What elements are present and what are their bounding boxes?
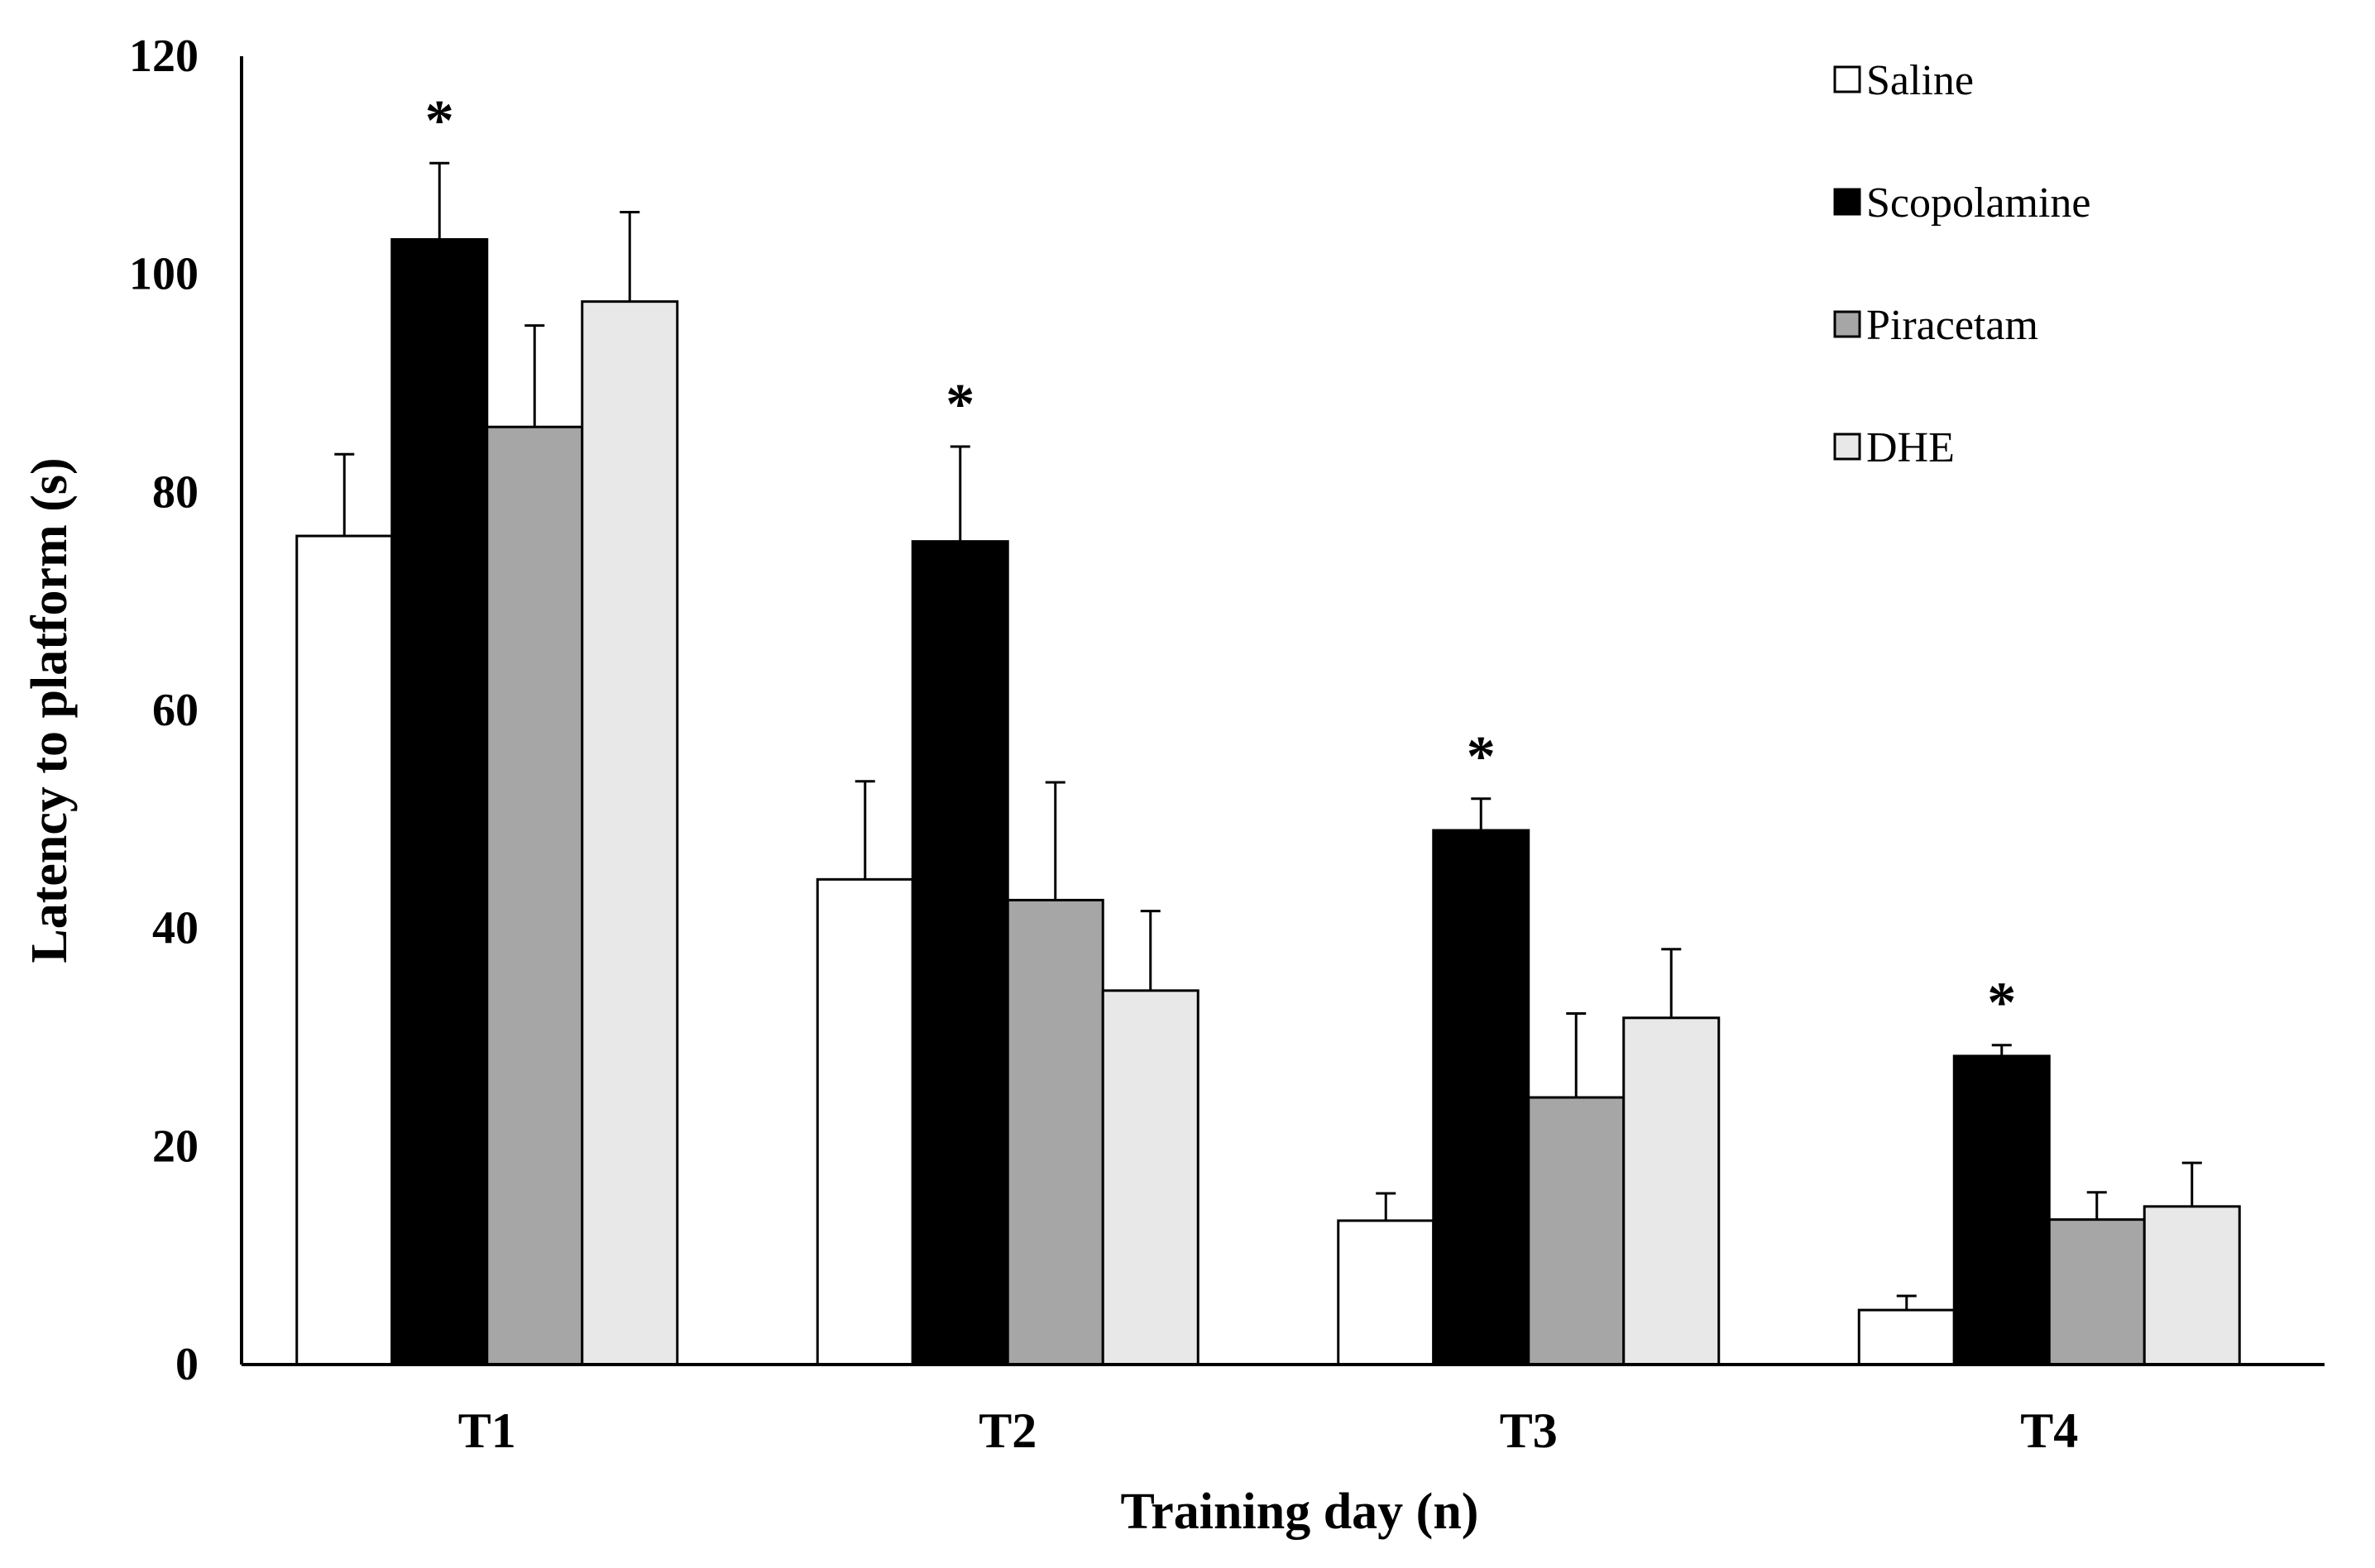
bar-scopolamine-t2 [911,540,1009,1366]
bar-piracetam-t1 [486,425,584,1366]
x-tick-label: T3 [1500,1403,1558,1458]
bar-dhe-t3 [1622,1016,1721,1366]
legend-label-saline: Saline [1866,57,1974,104]
y-tick-label: 120 [129,31,199,82]
y-tick-label: 80 [152,466,199,518]
legend-label-dhe: DHE [1866,424,1955,471]
legend-label-piracetam: Piracetam [1866,302,2038,349]
x-tick-label: T4 [2020,1403,2078,1458]
bar-saline-t2 [816,877,914,1366]
error-bars [334,161,2202,1311]
bars [295,237,2241,1366]
legend-swatch-piracetam [1833,310,1861,338]
bar-piracetam-t4 [2047,1218,2146,1366]
bar-saline-t1 [295,534,394,1366]
y-axis-ticks: 0 20 40 60 80 100 120 [129,31,199,1390]
x-axis-title: Training day (n) [1121,1484,1479,1540]
legend-swatch-saline [1833,65,1861,93]
y-tick-label: 40 [152,903,199,954]
bar-saline-t4 [1857,1308,1956,1366]
bar-piracetam-t3 [1527,1096,1626,1366]
legend-swatch-scopolamine [1833,188,1861,216]
y-tick-label: 20 [152,1121,199,1172]
bar-dhe-t2 [1101,989,1199,1366]
y-tick-label: 60 [152,685,199,736]
bar-piracetam-t2 [1006,898,1104,1366]
bar-scopolamine-t3 [1432,829,1530,1366]
significance-asterisk: * [1467,725,1496,789]
significance-markers: * * * * [425,89,2017,1035]
bar-dhe-t1 [581,300,679,1366]
legend-swatch-dhe [1833,433,1861,461]
x-tick-label: T1 [458,1403,516,1458]
significance-asterisk: * [946,373,974,437]
bar-dhe-t4 [2143,1205,2241,1366]
x-tick-label: T2 [979,1403,1037,1458]
significance-asterisk: * [425,89,454,153]
y-tick-label: 100 [129,249,199,300]
legend-label-scopolamine: Scopolamine [1866,179,2091,227]
bar-scopolamine-t1 [390,237,489,1366]
significance-asterisk: * [1987,972,2016,1035]
y-axis-title: Latency to platform (s) [22,457,78,963]
y-tick-label: 0 [175,1339,199,1390]
bar-saline-t3 [1337,1219,1435,1366]
bar-scopolamine-t4 [1952,1054,2051,1366]
x-tick-labels: T1 T2 T3 T4 [458,1403,2079,1458]
legend: Saline Scopolamine Piracetam DHE [1833,57,2091,471]
